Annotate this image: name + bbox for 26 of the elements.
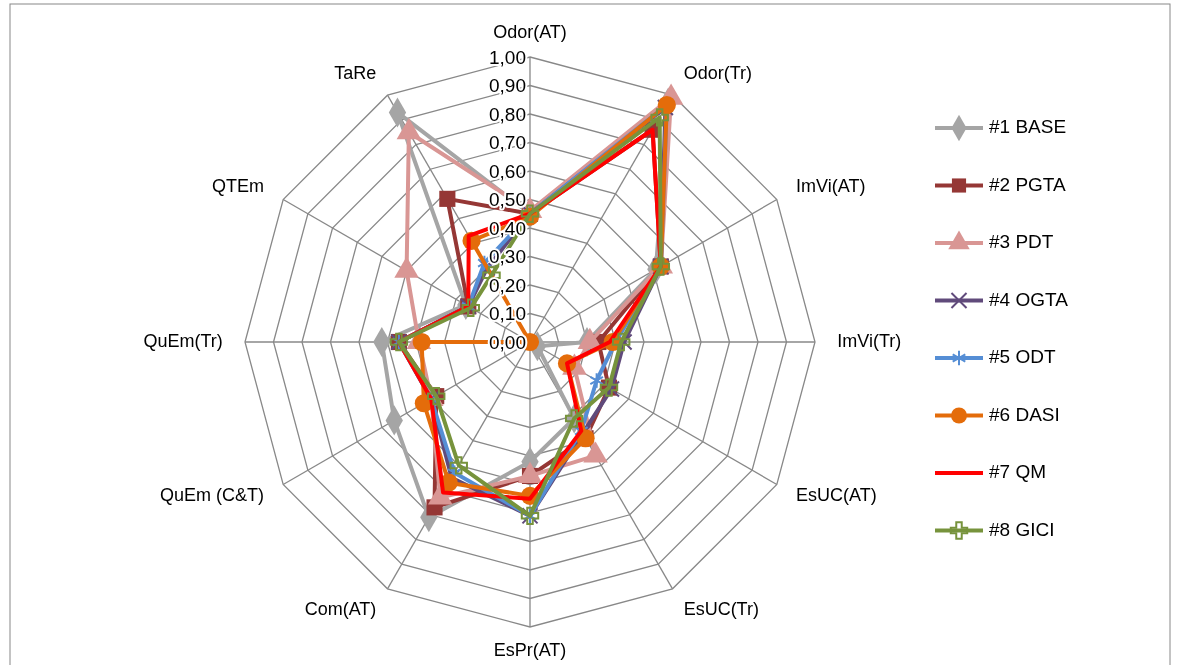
spoke-label: QTEm (211, 176, 264, 197)
legend-label: #1 BASE (989, 116, 1067, 138)
legend-label: #8 GICI (989, 518, 1055, 540)
y-tick-label: 0,80 (489, 103, 526, 125)
spoke-label: QuEm(Tr) (143, 330, 223, 351)
legend-label: #4 OGTA (989, 288, 1069, 310)
spoke-label: QuEm (C&T) (159, 485, 264, 506)
spoke-label: Odor(AT) (493, 21, 567, 42)
legend-label: #5 ODT (989, 346, 1056, 368)
spoke-label: EsUC(Tr) (683, 598, 759, 619)
legend-label: #3 PDT (989, 231, 1054, 253)
spoke-label: Com(AT) (304, 598, 377, 619)
y-tick-label: 0,70 (489, 132, 526, 154)
legend-label: #6 DASI (989, 403, 1060, 425)
spoke-label: ImVi(AT) (796, 176, 866, 197)
legend-label: #2 PGTA (989, 173, 1067, 195)
spoke-label: EsUC(AT) (796, 485, 877, 506)
legend-label: #7 QM (989, 461, 1047, 483)
y-tick-label: 0,60 (489, 160, 526, 182)
spoke-label: Odor(Tr) (683, 62, 752, 83)
spoke-label: EsPr(AT) (493, 640, 567, 660)
y-tick-label: 0,50 (489, 189, 526, 211)
spoke-label: ImVi(Tr) (837, 330, 902, 351)
spoke-label: TaRe (334, 62, 377, 83)
y-tick-label: 1,00 (489, 46, 526, 68)
y-tick-label: 0,90 (489, 75, 526, 97)
